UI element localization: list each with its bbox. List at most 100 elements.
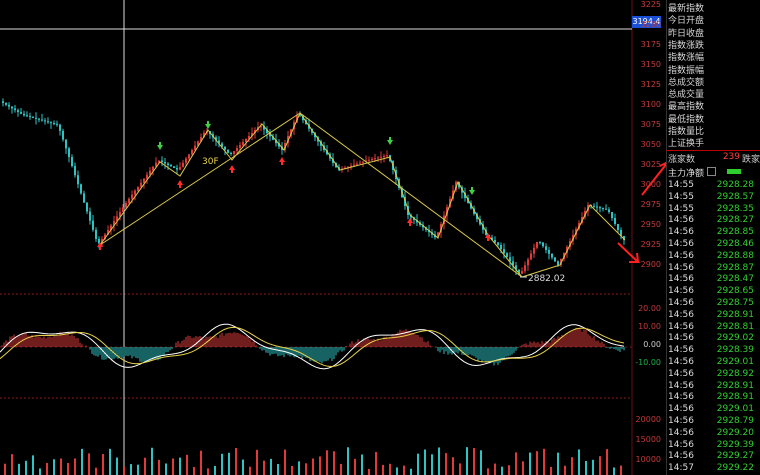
volume-bar [606, 449, 608, 475]
quote-field-label: 指数涨幅 [668, 53, 705, 64]
candle-body [380, 156, 382, 158]
tick-price: 2928.81 [716, 321, 754, 332]
volume-bar [193, 467, 195, 475]
tick-row[interactable]: 14:56 2928.91 [666, 381, 760, 392]
volume-bar [613, 467, 615, 475]
tick-time: 14:56 [668, 380, 694, 391]
candle-body [113, 221, 115, 226]
candle-body [200, 137, 202, 142]
candle-body [17, 110, 19, 112]
signal-arrow-icon [177, 180, 183, 185]
tick-row[interactable]: 14:55 2928.28 [666, 180, 760, 191]
volume-bar [431, 454, 433, 475]
candle-body [266, 129, 268, 133]
tick-row[interactable]: 14:56 2928.85 [666, 227, 760, 238]
signal-arrow-icon [179, 185, 181, 188]
signal-arrow-icon [99, 247, 101, 250]
candle-body [107, 230, 109, 235]
candle-body [65, 139, 67, 149]
tick-time: 14:56 [668, 416, 694, 426]
trend-line [299, 112, 523, 278]
candle-body [596, 206, 598, 208]
volume-bar [263, 460, 265, 475]
volume-bar [228, 452, 230, 475]
volume-bar [557, 452, 559, 475]
volume-bar [333, 451, 335, 475]
tick-price: 2928.91 [716, 380, 754, 391]
signal-arrow-icon [471, 187, 473, 190]
volume-bar [494, 463, 496, 475]
volume-bar [284, 449, 286, 475]
annotation-arrow-icon [641, 161, 666, 196]
price-axis-label: 3000 [640, 180, 661, 189]
price-axis-label: 3050 [640, 140, 661, 149]
tick-row[interactable]: 14:56 2928.88 [666, 251, 760, 262]
candle-body [362, 161, 364, 163]
candle-body [539, 241, 541, 243]
candle-body [236, 148, 238, 151]
low-price-label: 2882.02 [528, 274, 565, 284]
main-net-flow-label: 主力净额 [668, 169, 705, 179]
tick-row[interactable]: 14:56 2928.91 [666, 310, 760, 321]
advancers-label: 涨家数 [668, 155, 696, 165]
tick-row[interactable]: 14:56 2929.27 [666, 451, 760, 462]
tick-row[interactable]: 14:55 2928.57 [666, 192, 760, 203]
candle-body [155, 162, 157, 167]
tick-row[interactable]: 14:55 2928.35 [666, 204, 760, 215]
signal-arrow-icon [409, 223, 411, 226]
quote-field-label: 最新指数 [668, 4, 705, 14]
tick-row[interactable]: 14:57 2929.22 [666, 463, 760, 474]
tick-row[interactable]: 14:56 2928.65 [666, 286, 760, 297]
kline-chart[interactable]: 30F 2882.02 [0, 0, 666, 475]
candle-body [512, 261, 514, 266]
tick-row[interactable]: 14:56 2928.92 [666, 369, 760, 380]
candle-body [614, 218, 616, 224]
annotation-arrow-icon [617, 242, 641, 263]
candle-body [134, 190, 136, 195]
tick-row[interactable]: 14:56 2928.91 [666, 392, 760, 403]
tick-row[interactable]: 14:56 2928.75 [666, 298, 760, 309]
tick-row[interactable]: 14:56 2929.01 [666, 357, 760, 368]
tick-time: 14:56 [668, 215, 694, 226]
candle-body [32, 117, 34, 118]
tick-row[interactable]: 14:56 2928.27 [666, 215, 760, 226]
tick-row[interactable]: 14:56 2928.81 [666, 322, 760, 333]
tick-row[interactable]: 14:56 2929.02 [666, 333, 760, 344]
candle-body [551, 253, 553, 258]
flow-settings-icon[interactable] [707, 167, 716, 176]
volume-bar [550, 466, 552, 475]
tick-price: 2928.88 [716, 250, 754, 261]
candle-body [554, 257, 556, 262]
candle-body [146, 174, 148, 179]
price-axis-label: 2975 [640, 200, 661, 209]
volume-bar [501, 466, 503, 475]
tick-row[interactable]: 14:56 2928.79 [666, 416, 760, 427]
period-label: 30F [202, 157, 219, 167]
tick-row[interactable]: 14:56 2929.01 [666, 404, 760, 415]
tick-time: 14:56 [668, 239, 694, 249]
volume-bar [109, 448, 111, 475]
candle-body [47, 121, 49, 123]
tick-row[interactable]: 14:56 2929.39 [666, 440, 760, 451]
tick-row[interactable]: 14:56 2929.20 [666, 428, 760, 439]
candle-body [608, 209, 610, 212]
tick-price: 2929.27 [716, 451, 754, 462]
tick-row[interactable]: 14:56 2928.46 [666, 239, 760, 250]
quote-field-label: 上证换手 [668, 139, 705, 150]
signal-arrow-icon [205, 124, 211, 129]
candle-body [98, 238, 100, 244]
price-axis-label: 3225 [640, 0, 661, 9]
volume-bar [60, 458, 62, 475]
candle-body [158, 160, 160, 163]
volume-bar [487, 468, 489, 475]
volume-bar [179, 457, 181, 475]
tick-row[interactable]: 14:56 2928.47 [666, 274, 760, 285]
candle-body [248, 136, 250, 139]
tick-row[interactable]: 14:56 2928.39 [666, 345, 760, 356]
volume-bar [382, 464, 384, 475]
tick-row[interactable]: 14:56 2928.87 [666, 263, 760, 274]
tick-price: 2929.02 [716, 333, 754, 344]
candle-body [95, 229, 97, 239]
signal-arrow-icon [157, 145, 163, 150]
quote-field-label: 指数涨跌 [668, 40, 705, 51]
